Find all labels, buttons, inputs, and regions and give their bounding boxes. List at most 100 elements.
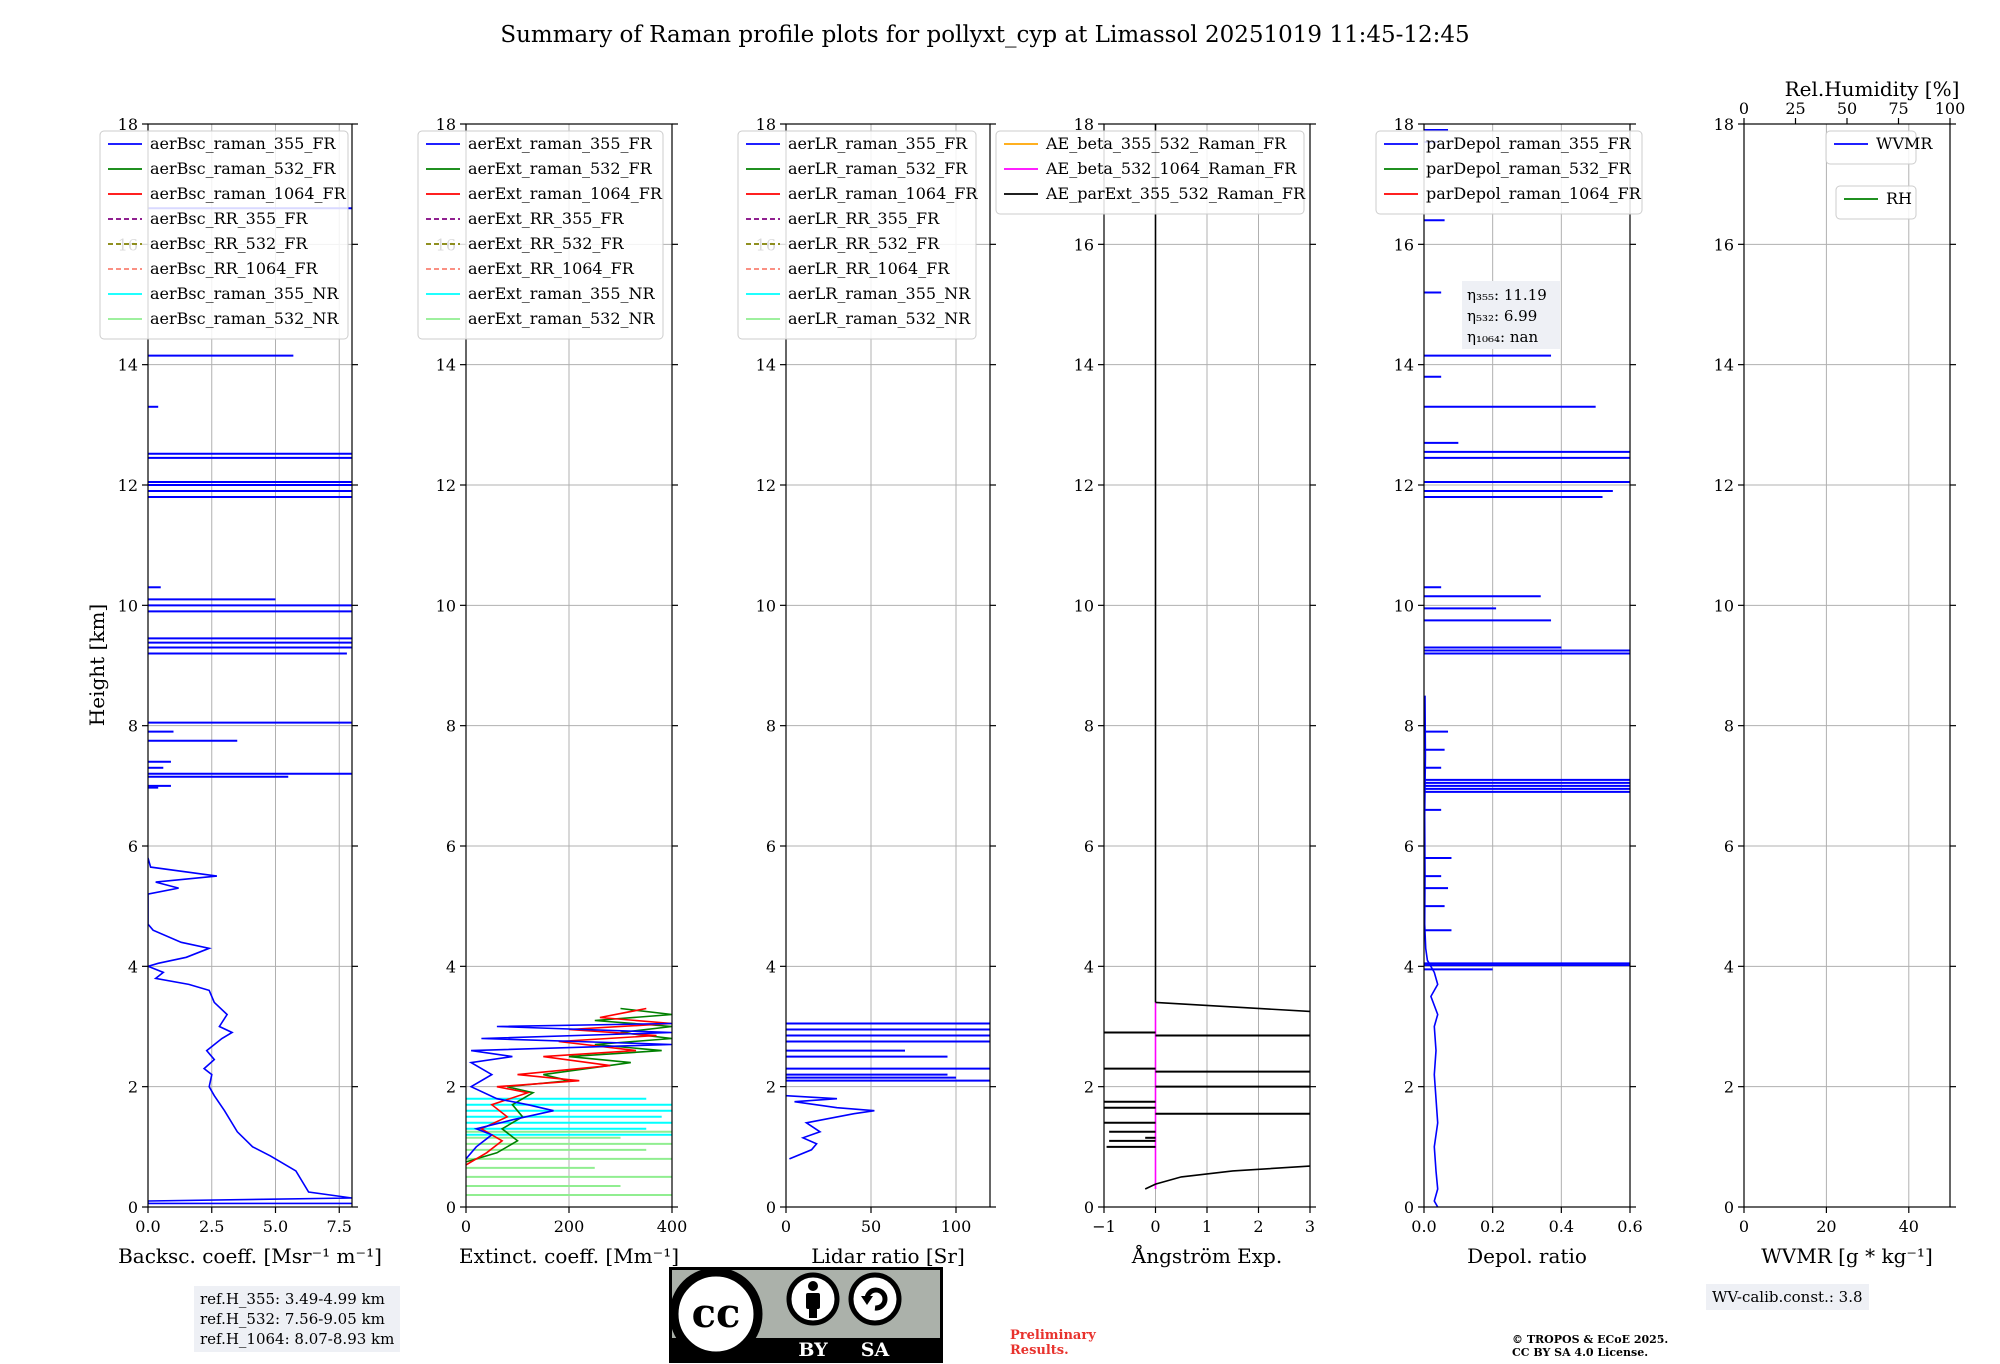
sa-arrow-arc bbox=[864, 1287, 888, 1311]
y-tick-label: 6 bbox=[1724, 837, 1734, 856]
legend-entry: aerBsc_RR_355_FR bbox=[150, 209, 308, 228]
legend-entry: AE_beta_355_532_Raman_FR bbox=[1045, 134, 1287, 153]
y-tick-label: 16 bbox=[1714, 235, 1734, 254]
y-tick-label: 6 bbox=[1404, 837, 1414, 856]
y-tick-label: 4 bbox=[1084, 957, 1094, 976]
cc-circle-icon bbox=[669, 1267, 763, 1361]
panel-extinction: 0246810121416180200400Extinct. coeff. [M… bbox=[417, 115, 687, 1268]
y-tick-label: 2 bbox=[766, 1078, 776, 1097]
panel-depol: 0 2 4 6 8 10 12 14 16 18 0.0 0.2 0.4 0.6 Depol. ratio p… bbox=[1375, 115, 1643, 1268]
y-tick-label: 0 bbox=[446, 1198, 456, 1217]
legend-entry: aerExt_RR_532_FR bbox=[468, 234, 625, 253]
y-tick-label: 18 bbox=[436, 115, 456, 134]
annotation-box bbox=[1462, 281, 1560, 349]
y-tick-label: 6 bbox=[446, 837, 456, 856]
wv-calib-text: WV-calib.const.: 3.8 bbox=[1712, 1288, 1863, 1306]
legend-box bbox=[1825, 130, 1917, 165]
y-tick-label: 0 bbox=[128, 1198, 138, 1217]
wv-calib-box: WV-calib.const.: 3.8 bbox=[1706, 1284, 1869, 1310]
legend-entry: aerBsc_raman_355_FR bbox=[150, 134, 336, 153]
series-group bbox=[148, 207, 352, 1205]
y-tick-label: 4 bbox=[1724, 957, 1734, 976]
legend-entry: aerBsc_raman_532_FR bbox=[150, 159, 336, 178]
y-tick-label: 14 bbox=[1714, 356, 1734, 375]
y-tick-label: 14 bbox=[1394, 356, 1414, 375]
y-tick-label: 14 bbox=[118, 356, 138, 375]
x-tick-label: 100 bbox=[941, 1217, 972, 1236]
annotation-line: η₃₅₅: 11.19 bbox=[1467, 286, 1547, 304]
figure-title: Summary of Raman profile plots for polly… bbox=[500, 22, 1470, 48]
top-tick-label: 50 bbox=[1837, 99, 1857, 118]
legend-box bbox=[737, 130, 977, 340]
y-tick-label: 4 bbox=[446, 957, 456, 976]
legend-entry: aerBsc_RR_1064_FR bbox=[150, 259, 319, 278]
legend2-box bbox=[1835, 185, 1917, 220]
annotation-line: η₅₃₂: 6.99 bbox=[1467, 307, 1537, 325]
x-axis-label: Backsc. coeff. [Msr⁻¹ m⁻¹] bbox=[118, 1244, 382, 1268]
legend-entry: aerBsc_raman_532_NR bbox=[150, 309, 339, 328]
y-tick-label: 12 bbox=[436, 476, 456, 495]
y-tick-label: 2 bbox=[128, 1078, 138, 1097]
panel-wvmr: 0 2 4 6 8 10 12 14 16 18 0 20 40 WVMR [g * kg⁻¹] 0 25 50… bbox=[1714, 77, 1966, 1268]
series-line-aerLR_raman_355_FR bbox=[786, 1094, 875, 1160]
y-tick-label: 4 bbox=[766, 957, 776, 976]
legend-entry: aerExt_raman_1064_FR bbox=[468, 184, 663, 203]
y-tick-label: 6 bbox=[128, 837, 138, 856]
y-tick-label: 0 bbox=[1404, 1198, 1414, 1217]
x-tick-label: 3 bbox=[1305, 1217, 1315, 1236]
y-tick-label: 18 bbox=[118, 115, 138, 134]
top-tick-label: 100 bbox=[1935, 99, 1966, 118]
y-tick-label: 18 bbox=[1394, 115, 1414, 134]
preliminary-line-2: Results. bbox=[1010, 1343, 1069, 1358]
x-tick-label: 2 bbox=[1253, 1217, 1263, 1236]
x-tick-label: 40 bbox=[1899, 1217, 1919, 1236]
y-axis-title: Height [km] bbox=[85, 604, 109, 726]
legend-entry: WVMR bbox=[1876, 134, 1933, 153]
legend-box bbox=[995, 130, 1305, 215]
x-tick-label: 0.0 bbox=[135, 1217, 160, 1236]
x-tick-label: 0 bbox=[781, 1217, 791, 1236]
x-tick-label: 1 bbox=[1202, 1217, 1212, 1236]
legend-entry: aerLR_raman_1064_FR bbox=[788, 184, 978, 203]
x-axis-label: Ångström Exp. bbox=[1131, 1243, 1282, 1268]
series-line-aerExt_raman_355_FR bbox=[466, 1022, 672, 1160]
y-tick-label: 8 bbox=[446, 717, 456, 736]
cc-license-logo: cc BY SA bbox=[669, 1267, 943, 1363]
series-group bbox=[466, 1007, 672, 1196]
by-person-head bbox=[808, 1281, 818, 1291]
x-tick-label: 0.2 bbox=[1480, 1217, 1505, 1236]
y-tick-label: 8 bbox=[1084, 717, 1094, 736]
y-tick-label: 8 bbox=[1724, 717, 1734, 736]
y-tick-label: 2 bbox=[1404, 1078, 1414, 1097]
y-tick-label: 12 bbox=[1074, 476, 1094, 495]
y-tick-label: 0 bbox=[766, 1198, 776, 1217]
x-tick-label: 2.5 bbox=[199, 1217, 224, 1236]
top-axis-label: Rel.Humidity [%] bbox=[1785, 77, 1960, 101]
y-tick-label: 18 bbox=[756, 115, 776, 134]
y-tick-label: 8 bbox=[1404, 717, 1414, 736]
panel-lidar-ratio: 024681012141618050100Lidar ratio [Sr]aer… bbox=[737, 115, 996, 1268]
legend-box bbox=[99, 130, 349, 340]
top-tick-label: 75 bbox=[1888, 99, 1908, 118]
y-tick-label: 16 bbox=[1394, 235, 1414, 254]
x-axis-label: Depol. ratio bbox=[1467, 1244, 1587, 1268]
x-tick-label: 5.0 bbox=[263, 1217, 288, 1236]
ref-height-532: ref.H_532: 7.56-9.05 km bbox=[200, 1310, 385, 1328]
legend-box bbox=[1375, 130, 1643, 215]
y-tick-label: 18 bbox=[1074, 115, 1094, 134]
series-group bbox=[786, 1022, 990, 1160]
legend-entry: aerExt_RR_1064_FR bbox=[468, 259, 635, 278]
axes-frame bbox=[1743, 123, 1951, 1208]
x-tick-label: 0.6 bbox=[1617, 1217, 1642, 1236]
ref-height-box: ref.H_355: 3.49-4.99 km ref.H_532: 7.56-… bbox=[194, 1286, 401, 1352]
legend-entry: aerBsc_raman_1064_FR bbox=[150, 184, 347, 203]
y-tick-label: 10 bbox=[1074, 596, 1094, 615]
ref-height-355: ref.H_355: 3.49-4.99 km bbox=[200, 1290, 385, 1308]
top-tick-label: 25 bbox=[1785, 99, 1805, 118]
y-tick-label: 14 bbox=[1074, 356, 1094, 375]
cc-sa-label: SA bbox=[861, 1339, 890, 1361]
y-tick-label: 6 bbox=[766, 837, 776, 856]
